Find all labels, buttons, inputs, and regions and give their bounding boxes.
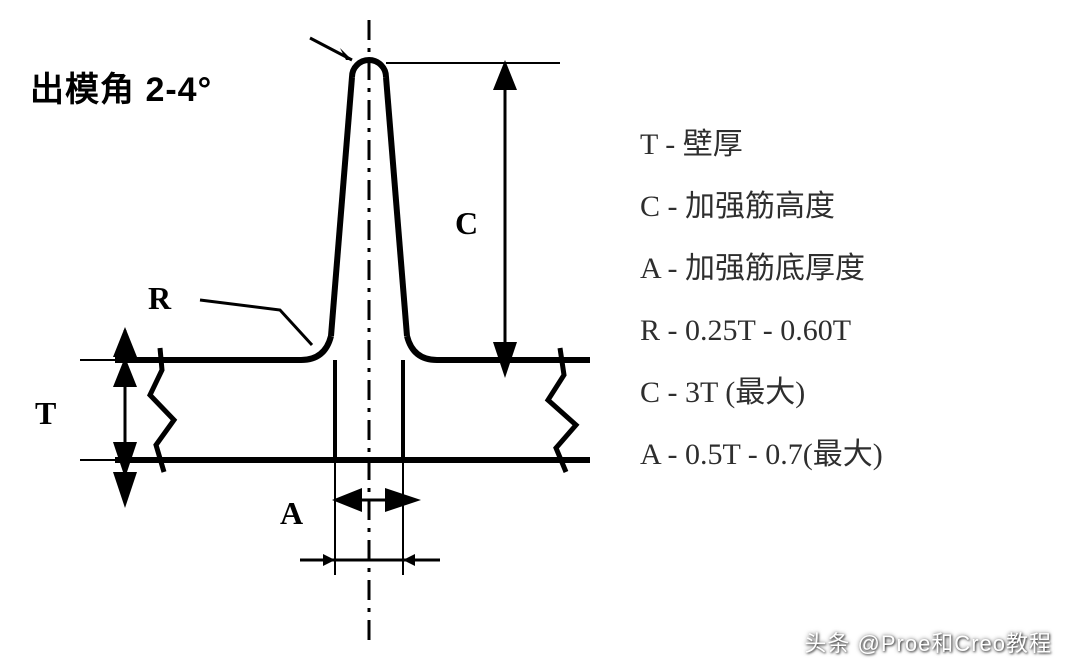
legend-item: R - 0.25T - 0.60T bbox=[640, 316, 883, 346]
legend-item: C - 加强筋高度 bbox=[640, 192, 883, 222]
diagram-canvas: 出模角 2-4° R T C A bbox=[0, 0, 1082, 670]
legend-list: T - 壁厚 C - 加强筋高度 A - 加强筋底厚度 R - 0.25T - … bbox=[640, 130, 883, 502]
watermark-text: 头条 @Proe和Creo教程 bbox=[804, 626, 1052, 658]
legend-item: A - 0.5T - 0.7(最大) bbox=[640, 440, 883, 470]
technical-drawing bbox=[0, 0, 1082, 670]
legend-item: T - 壁厚 bbox=[640, 130, 883, 160]
legend-item: A - 加强筋底厚度 bbox=[640, 254, 883, 284]
legend-item: C - 3T (最大) bbox=[640, 378, 883, 408]
